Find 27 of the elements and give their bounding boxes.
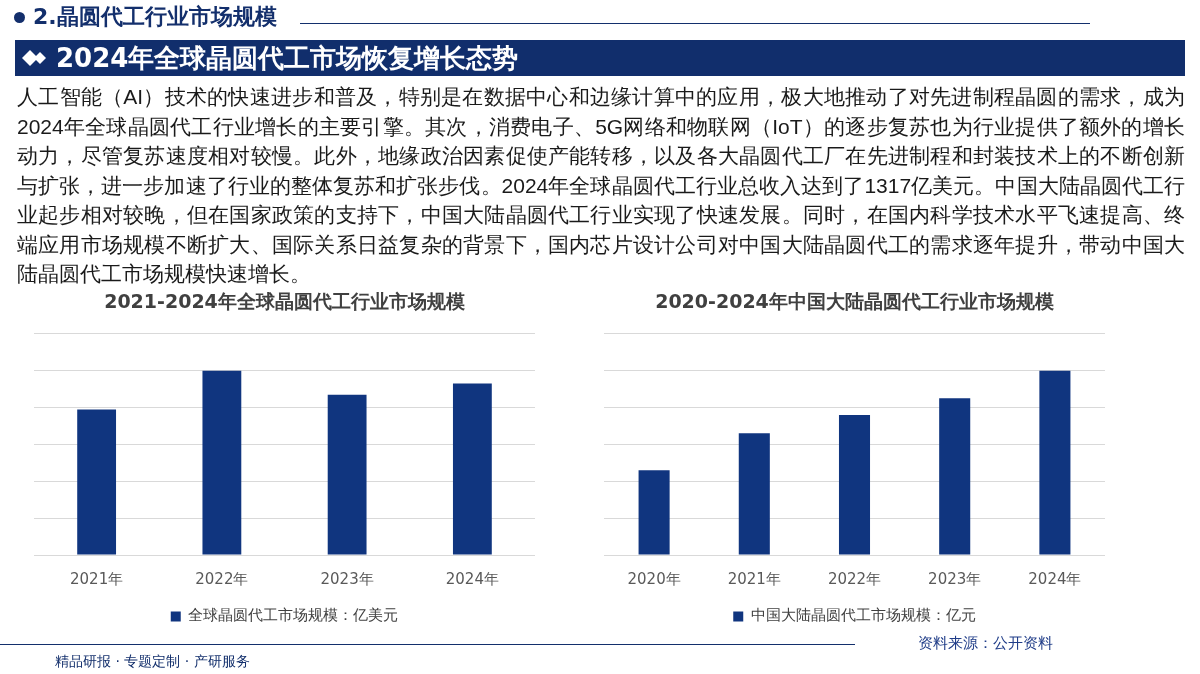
chart-title: 2020-2024年中国大陆晶圆代工行业市场规模 <box>655 290 1054 313</box>
bar <box>202 370 242 555</box>
bar <box>77 409 117 555</box>
x-tick-label: 2020年 <box>627 569 681 588</box>
x-tick-label: 2021年 <box>70 569 124 588</box>
x-tick-label: 2023年 <box>928 569 982 588</box>
text: 资料来源：公开资料 <box>918 633 1053 653</box>
text: 人工智能（AI）技术的快速进步和普及，特别是在数据中心和边缘计算中的应用，极大地推动了对先进制程晶圆的需求，成为2024年全球晶圆代工行业增长的主要引擎。其次，消费电子、5G网络和物联网（IoT）的逐步复苏也为行业提供了额外的增长动力，尽管复苏速度相对较慢。此外，地缘政治因素促使产能转移，以及各大晶圆代工厂在先进制程和封装技术上的不断创新与扩张，进一步加速了行业的整体复苏和扩张步伐。2024年全球晶圆代工行业总收入达到了1317亿美元。中国大陆晶圆代工行业起步相对较晚，但在国家政策的支持下，中国大陆晶圆代工行业实现了快速发展。同时，在国内科学技术水平飞速提高、终端应用市场规模不断扩大、国际关系日益复杂的背景下，国内芯片设计公司对中国大陆晶圆代工的需求逐年提升，带动中国大陆晶圆代工市场规模快速增长。 <box>17 84 1185 287</box>
bar <box>838 414 871 555</box>
text: 精品研报 · 专题定制 · 产研服务 <box>55 652 250 670</box>
x-tick-label: 2024年 <box>445 569 499 588</box>
chart-title: 2021-2024年全球晶圆代工行业市场规模 <box>104 290 465 313</box>
text: 2.晶圆代工行业市场规模 <box>33 3 277 31</box>
legend-label: 中国大陆晶圆代工市场规模：亿元 <box>750 606 976 625</box>
text: 2024年全球晶圆代工市场恢复增长态势 <box>56 42 519 75</box>
bar <box>738 433 770 555</box>
bar <box>1039 370 1071 555</box>
x-tick-label: 2021年 <box>727 569 781 588</box>
legend-label: 全球晶圆代工市场规模：亿美元 <box>188 606 399 625</box>
x-tick-label: 2022年 <box>195 569 249 588</box>
bar <box>452 383 492 555</box>
x-tick-label: 2024年 <box>1028 569 1082 588</box>
x-tick-label: 2022年 <box>827 569 882 588</box>
x-tick-label: 2023年 <box>320 569 374 588</box>
bar <box>939 398 971 555</box>
bar <box>327 394 367 555</box>
bar <box>638 470 670 555</box>
